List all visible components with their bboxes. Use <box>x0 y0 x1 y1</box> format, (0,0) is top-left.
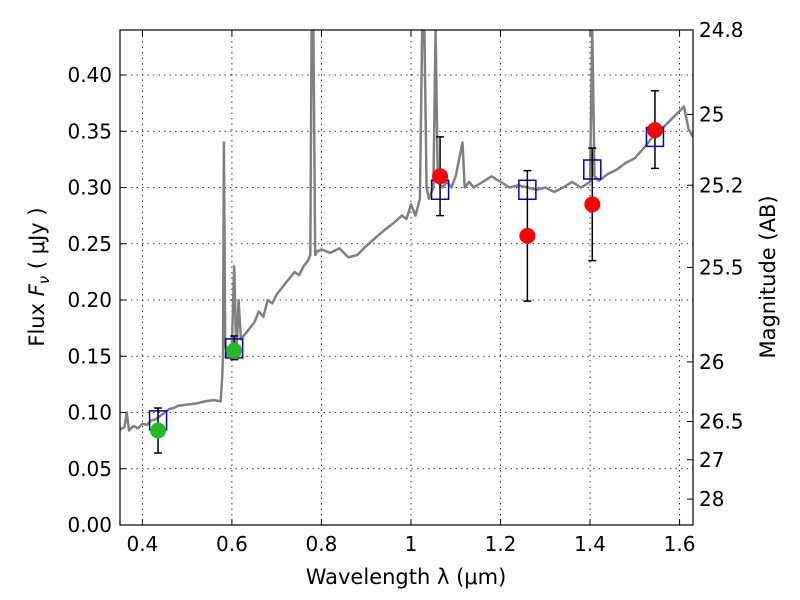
y2-tick-label: 25 <box>699 102 724 126</box>
x-tick-label: 1.6 <box>664 532 696 556</box>
y-tick-label: 0.35 <box>67 119 112 143</box>
y-tick-label: 0.25 <box>67 232 112 256</box>
observed-circle-point <box>150 422 167 439</box>
x-tick-label: 1.4 <box>574 532 606 556</box>
y-tick-label: 0.05 <box>67 457 112 481</box>
plot-area <box>120 30 693 454</box>
y2-axis-label: Magnitude (AB) <box>756 195 780 358</box>
x-tick-label: 1.2 <box>485 532 517 556</box>
y2-tick-label: 25.2 <box>699 173 744 197</box>
observed-circle-point <box>584 196 601 213</box>
plot-frame <box>119 29 694 526</box>
y-tick-label: 0.30 <box>67 176 112 200</box>
x-tick-label: 1 <box>405 532 418 556</box>
y2-tick-label: 26.5 <box>699 410 744 434</box>
x-tick-label: 0.8 <box>306 532 338 556</box>
x-tick-label: 0.4 <box>126 532 158 556</box>
observed-circle-point <box>646 122 663 139</box>
y2-tick-label: 28 <box>699 487 724 511</box>
y-tick-label: 0.15 <box>67 344 112 368</box>
y-axis-label: Flux Fν ( μJy ) <box>25 207 53 346</box>
spectrum-line <box>120 30 693 432</box>
y-tick-label: 0.00 <box>67 513 112 537</box>
x-tick-label: 0.6 <box>216 532 248 556</box>
y2-tick-label: 25.5 <box>699 255 744 279</box>
y2-tick-label: 26 <box>699 350 724 374</box>
y2-tick-label: 24.8 <box>699 18 744 42</box>
x-axis-label: Wavelength λ (μm) <box>306 565 507 589</box>
y-tick-label: 0.40 <box>67 63 112 87</box>
plot-background <box>120 30 693 525</box>
observed-circle-point <box>432 168 449 185</box>
y-tick-label: 0.10 <box>67 401 112 425</box>
y-tick-label: 0.20 <box>67 288 112 312</box>
observed-circle-point <box>519 227 536 244</box>
y2-tick-label: 27 <box>699 448 724 472</box>
axis-ticks: 0.4 0.6 0.8 1 1.2 1.4 1.6 0.00 0.05 0.10 0.15 0.20 0… <box>67 18 743 556</box>
observed-circle-point <box>226 342 243 359</box>
